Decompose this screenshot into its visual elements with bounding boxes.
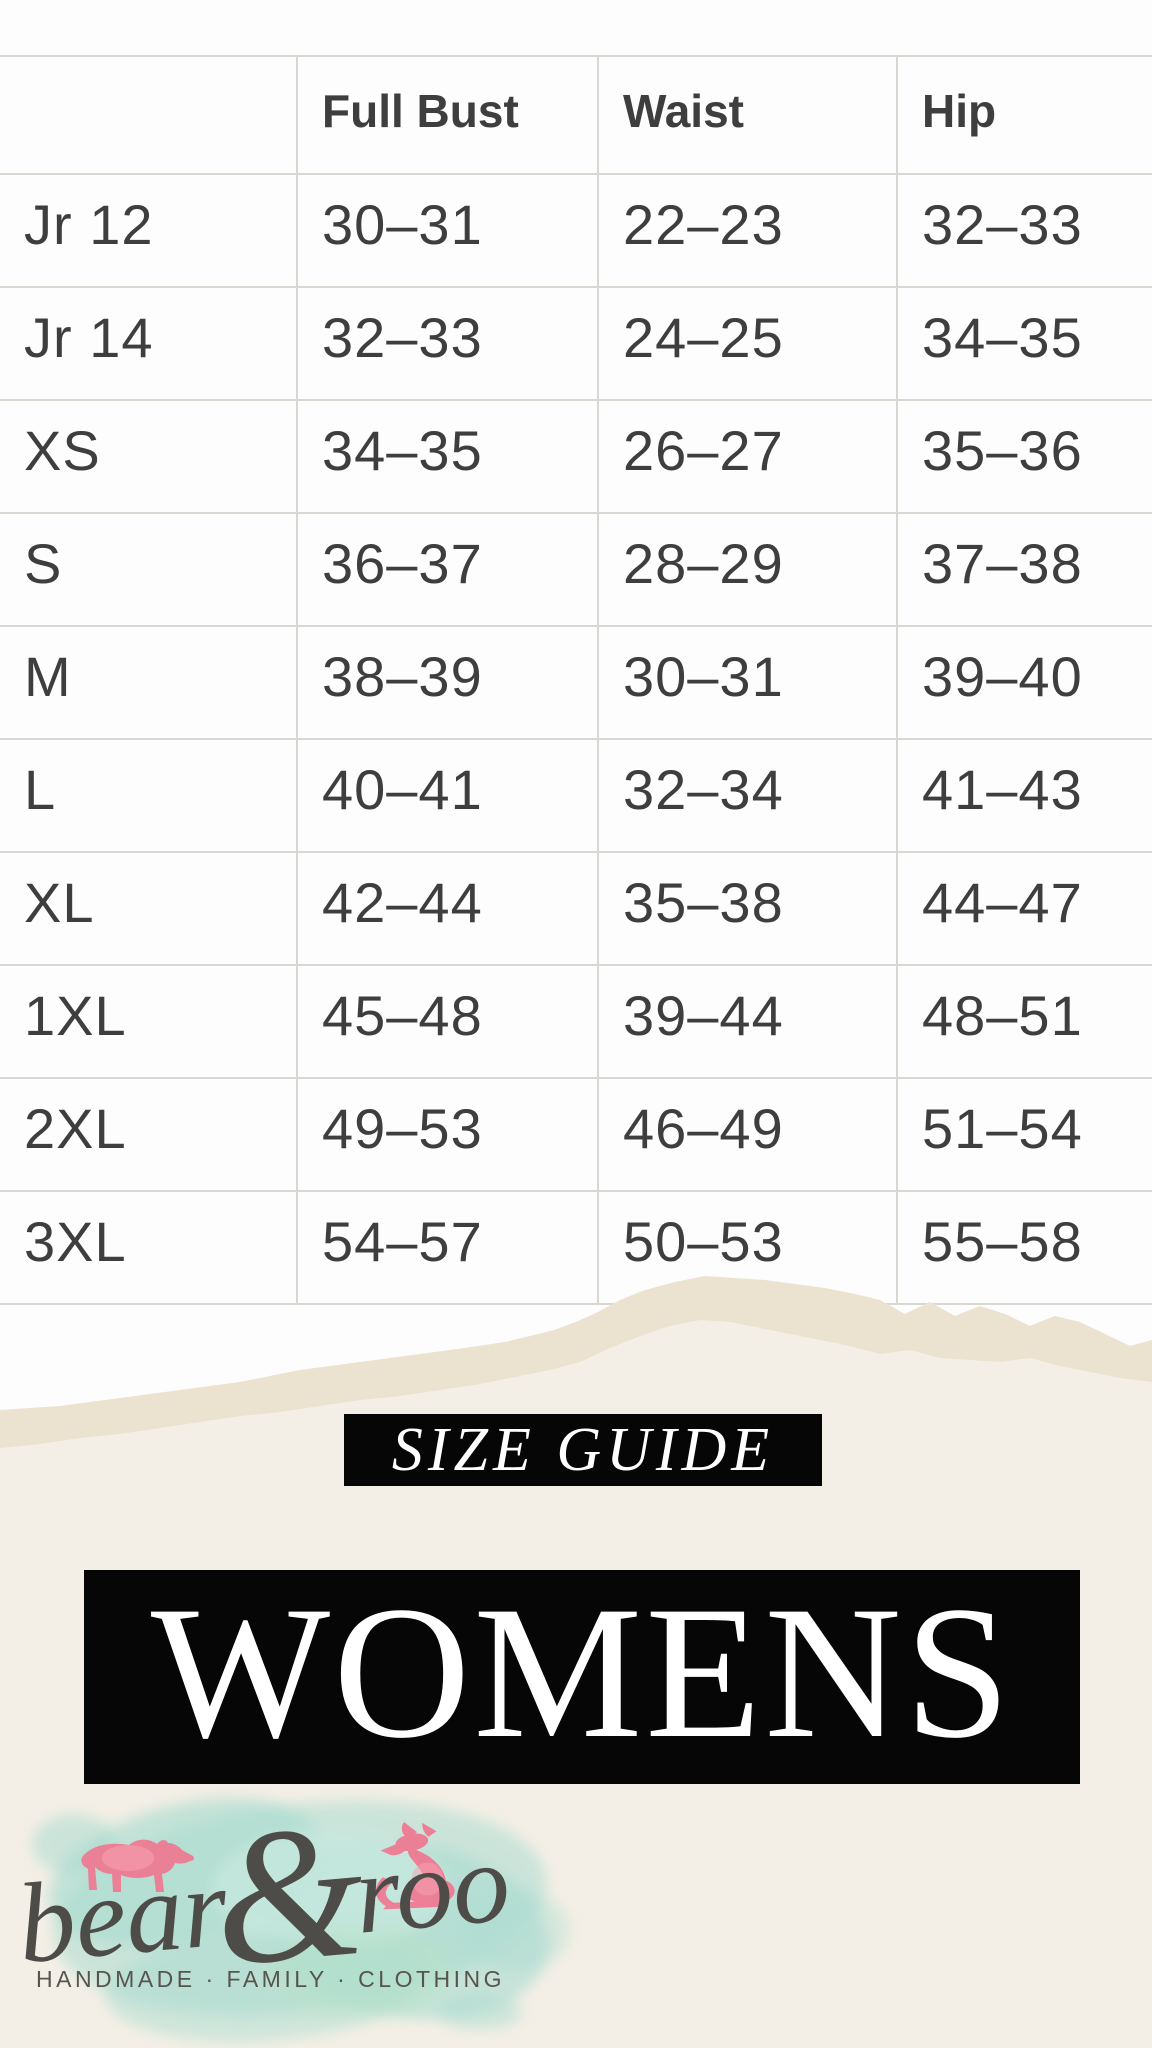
waist-cell: 39–44 (597, 965, 897, 1078)
size-label-cell: 2XL (24, 1097, 127, 1160)
table-row: XS 34–35 26–27 35–36 (0, 400, 1152, 513)
size-label-cell: XL (24, 871, 95, 934)
waist-cell: 32–34 (597, 739, 897, 852)
logo-ampersand: & (204, 1781, 373, 2007)
logo-word-bear: bear (12, 1842, 233, 1988)
waist-cell: 46–49 (597, 1078, 897, 1191)
full-bust-cell: 32–33 (296, 287, 598, 400)
table-row: Jr 14 32–33 24–25 34–35 (0, 287, 1152, 400)
kangaroo-icon (375, 1822, 455, 1910)
table-row: 2XL 49–53 46–49 51–54 (0, 1078, 1152, 1191)
waist-cell: 24–25 (597, 287, 897, 400)
waist-cell: 26–27 (597, 400, 897, 513)
size-label-cell: M (24, 645, 72, 708)
hip-cell: 44–47 (896, 852, 1152, 965)
hip-cell: 41–43 (896, 739, 1152, 852)
waist-cell: 35–38 (597, 852, 897, 965)
size-table: Full Bust Waist Hip Jr 12 30–31 22–23 32… (0, 55, 1152, 1305)
womens-banner: WOMENS (84, 1568, 1080, 1784)
table-header-row: Full Bust Waist Hip (0, 56, 1152, 174)
size-table-sheet: Full Bust Waist Hip Jr 12 30–31 22–23 32… (0, 55, 1152, 1305)
hip-cell: 32–33 (896, 174, 1152, 287)
logo-tagline: HANDMADE · FAMILY · CLOTHING (36, 1966, 506, 1992)
full-bust-cell: 49–53 (296, 1078, 598, 1191)
full-bust-cell: 34–35 (296, 400, 598, 513)
table-row: 1XL 45–48 39–44 48–51 (0, 965, 1152, 1078)
size-label-cell: S (24, 532, 63, 595)
hip-cell: 37–38 (896, 513, 1152, 626)
col-header-size (0, 56, 297, 174)
womens-label: WOMENS (150, 1568, 1014, 1778)
table-row: Jr 12 30–31 22–23 32–33 (0, 174, 1152, 287)
hip-cell: 51–54 (896, 1078, 1152, 1191)
table-row: XL 42–44 35–38 44–47 (0, 852, 1152, 965)
hip-cell: 48–51 (896, 965, 1152, 1078)
full-bust-cell: 38–39 (296, 626, 598, 739)
full-bust-cell: 54–57 (296, 1191, 598, 1304)
waist-cell: 30–31 (597, 626, 897, 739)
table-row: S 36–37 28–29 37–38 (0, 513, 1152, 626)
size-label-cell: 3XL (24, 1210, 127, 1273)
size-label-cell: L (24, 758, 57, 821)
table-row: 3XL 54–57 50–53 55–58 (0, 1191, 1152, 1304)
size-label-cell: 1XL (24, 984, 127, 1047)
logo-word-roo: roo (349, 1817, 515, 1958)
waist-cell: 28–29 (597, 513, 897, 626)
table-row: L 40–41 32–34 41–43 (0, 739, 1152, 852)
col-header-waist: Waist (597, 56, 897, 174)
table-row: M 38–39 30–31 39–40 (0, 626, 1152, 739)
logo-artwork (32, 1797, 570, 2042)
full-bust-cell: 45–48 (296, 965, 598, 1078)
bear-icon (81, 1839, 194, 1892)
col-header-hip: Hip (896, 56, 1152, 174)
hip-cell: 34–35 (896, 287, 1152, 400)
size-guide-label: SIZE GUIDE (391, 1415, 775, 1484)
waist-cell: 22–23 (597, 174, 897, 287)
hip-cell: 39–40 (896, 626, 1152, 739)
size-label-cell: Jr 14 (24, 306, 154, 369)
full-bust-cell: 40–41 (296, 739, 598, 852)
full-bust-cell: 36–37 (296, 513, 598, 626)
full-bust-cell: 30–31 (296, 174, 598, 287)
size-label-cell: Jr 12 (24, 193, 154, 256)
col-header-full-bust: Full Bust (296, 56, 598, 174)
hip-cell: 35–36 (896, 400, 1152, 513)
size-label-cell: XS (24, 419, 101, 482)
full-bust-cell: 42–44 (296, 852, 598, 965)
hip-cell: 55–58 (896, 1191, 1152, 1304)
brand-logo: bear & roo HANDMADE · FAMILY · CLOTHING (10, 1780, 620, 2048)
size-guide-banner: SIZE GUIDE (344, 1414, 822, 1486)
